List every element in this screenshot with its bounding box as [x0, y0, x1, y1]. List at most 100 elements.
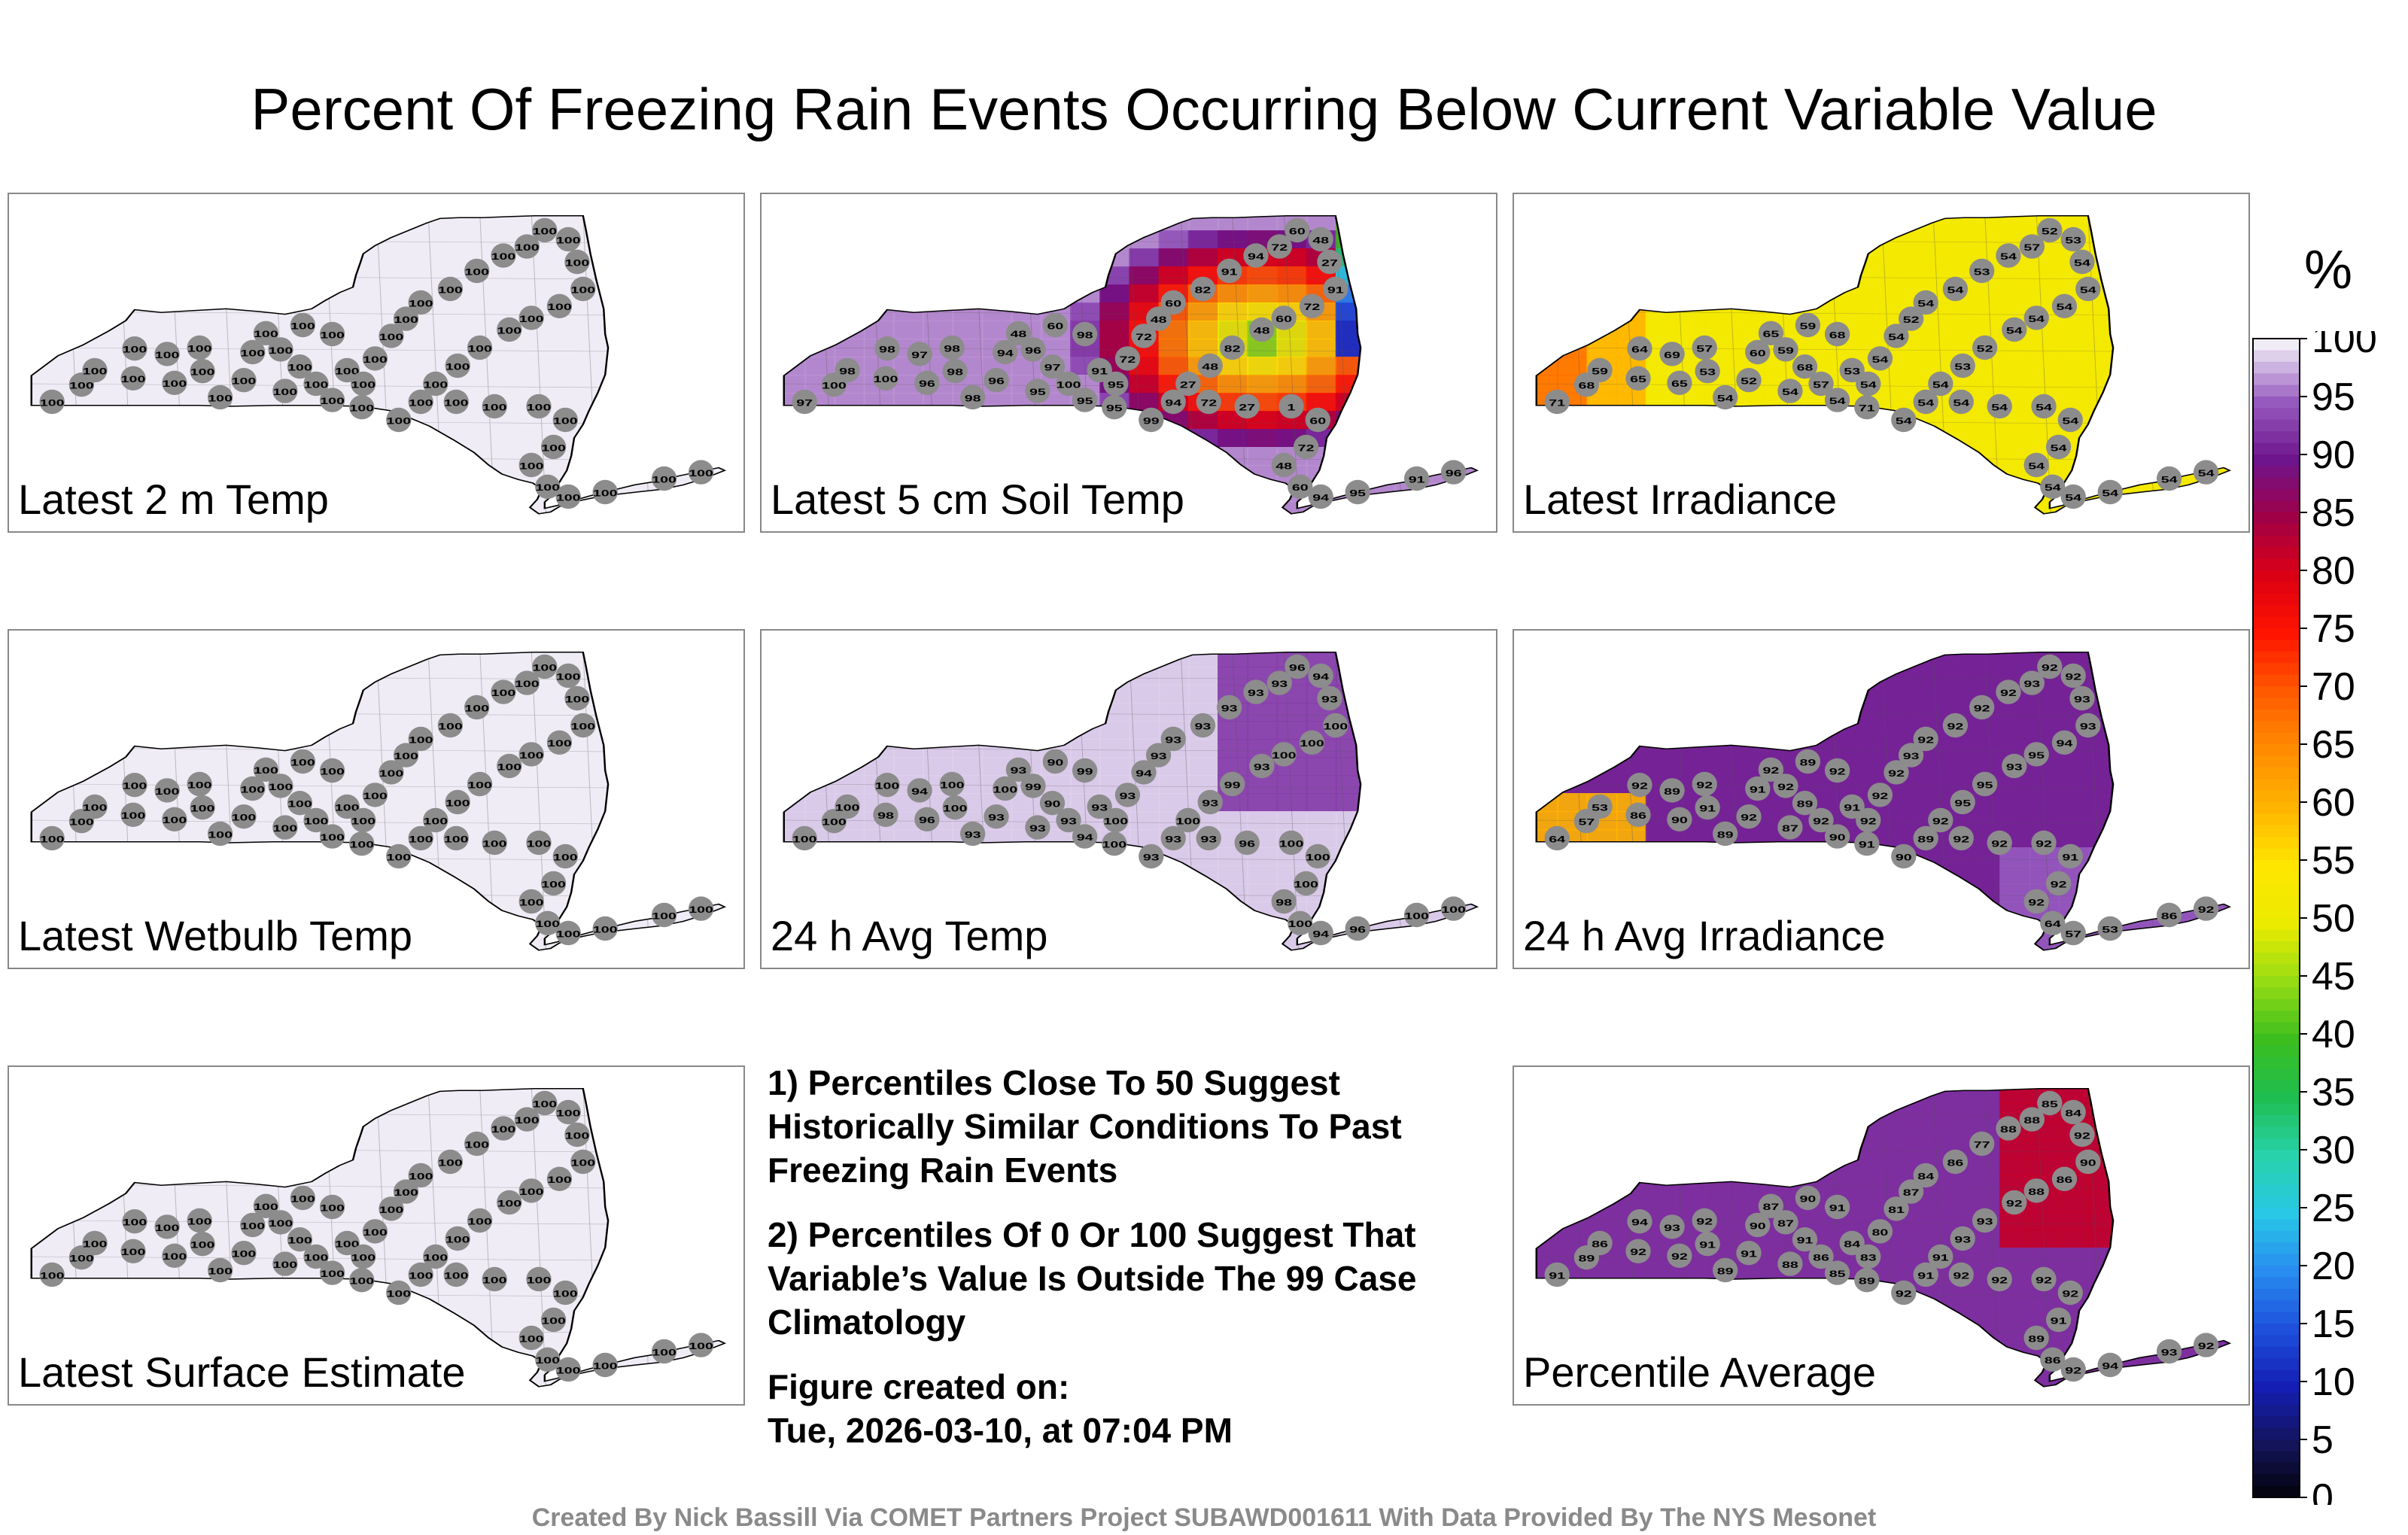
station-dot — [1175, 807, 1201, 833]
field-cell — [1335, 215, 1367, 232]
field-cell — [1557, 847, 1589, 867]
field-cell — [1187, 302, 1219, 322]
station-value: 98 — [839, 366, 856, 376]
field-cell — [1424, 685, 1455, 704]
station-value: 84 — [2065, 1108, 2081, 1118]
field-cell — [2118, 1103, 2149, 1123]
field-cell — [1536, 1175, 1559, 1195]
field-cell — [1536, 1088, 1559, 1105]
station-value: 100 — [553, 853, 578, 862]
station-value: 54 — [2198, 469, 2215, 479]
station-value: 93 — [1060, 816, 1077, 826]
field-cell — [1011, 266, 1042, 286]
field-cell — [1911, 483, 1942, 503]
field-cell — [863, 721, 895, 740]
field-cell — [834, 302, 865, 322]
station-value: 94 — [1631, 1217, 1648, 1227]
field-cell — [1335, 393, 1367, 412]
station-marker: 94 — [1160, 389, 1186, 415]
colorbar-segment — [2253, 651, 2300, 664]
field-cell — [1557, 447, 1589, 467]
field-cell — [1970, 429, 2002, 448]
station-value: 68 — [1578, 381, 1595, 391]
colorbar-segment — [2253, 361, 2300, 374]
field-cell — [952, 302, 984, 322]
station-dot — [231, 1241, 257, 1266]
field-cell — [1276, 375, 1308, 394]
station-value: 93 — [2074, 695, 2090, 704]
station-marker: 95 — [1102, 395, 1127, 420]
station-value: 100 — [1323, 722, 1348, 731]
field-cell — [1911, 1211, 1942, 1231]
station-marker: 53 — [1587, 794, 1613, 819]
station-dot — [1308, 226, 1333, 252]
station-dot — [555, 663, 581, 688]
field-cell — [2176, 248, 2208, 268]
field-cell — [1365, 215, 1397, 232]
station-value: 82 — [1224, 344, 1241, 354]
station-value: 54 — [2057, 302, 2073, 312]
station-marker: 100 — [272, 378, 298, 403]
station-dot — [1285, 654, 1310, 679]
station-marker: 92 — [1948, 1262, 1974, 1287]
station-dot — [187, 1208, 212, 1233]
station-marker: 57 — [2060, 920, 2086, 946]
station-marker: 100 — [445, 353, 470, 378]
colorbar-segment — [2253, 1080, 2300, 1093]
field-cell — [1645, 411, 1677, 430]
field-cell — [1276, 357, 1308, 376]
colorbar-segment — [2253, 1254, 2300, 1266]
field-cell — [1881, 266, 1913, 286]
field-cell — [2206, 775, 2230, 795]
field-cell — [1557, 739, 1589, 758]
station-marker: 90 — [1039, 791, 1066, 816]
station-value: 100 — [535, 919, 560, 929]
county-line — [1386, 652, 1403, 950]
station-marker: 100 — [518, 305, 544, 330]
station-dot — [445, 1226, 470, 1251]
station-dot — [319, 388, 345, 412]
station-value: 77 — [1974, 1140, 1990, 1150]
field-cell — [1557, 1088, 1589, 1105]
station-dot — [1712, 1257, 1738, 1283]
station-marker: 100 — [1175, 807, 1201, 833]
station-value: 100 — [438, 1158, 463, 1168]
station-dot — [482, 830, 507, 856]
colorbar-tick-label: 50 — [2312, 897, 2355, 941]
field-cell — [1616, 1103, 1647, 1123]
station-marker: 54 — [1913, 290, 1938, 315]
station-dot — [1114, 783, 1141, 807]
station-marker: 100 — [437, 276, 464, 302]
field-cell — [1675, 447, 1707, 467]
colorbar-segment — [2253, 628, 2300, 640]
station-value: 93 — [1165, 735, 1181, 745]
field-cell — [1365, 847, 1397, 867]
field-cell — [863, 215, 895, 232]
colorbar-segment — [2253, 1184, 2300, 1197]
field-cell — [1645, 1121, 1677, 1141]
field-cell — [1616, 1157, 1647, 1177]
field-cell — [1704, 411, 1736, 430]
field-cell — [1394, 667, 1426, 686]
station-marker: 92 — [1692, 771, 1717, 797]
station-dot — [518, 889, 544, 914]
station-dot — [1758, 757, 1784, 782]
field-cell — [1335, 938, 1367, 950]
county-line — [783, 892, 1477, 898]
field-cell — [1940, 739, 1972, 758]
station-dot — [1196, 825, 1221, 851]
station-marker: 92 — [1913, 726, 1938, 752]
station-value: 100 — [1294, 880, 1318, 889]
station-dot — [1266, 670, 1292, 695]
colorbar-segment — [2253, 1138, 2300, 1150]
station-dot — [2002, 317, 2027, 342]
station-marker: 84 — [1839, 1230, 1865, 1256]
field-cell — [1792, 266, 1824, 286]
field-cell — [2206, 829, 2230, 849]
county-line — [31, 1292, 725, 1298]
field-cell — [1218, 919, 1249, 939]
colorbar-segment — [2253, 941, 2300, 953]
colorbar-segment — [2253, 350, 2300, 363]
station-dot — [334, 357, 360, 383]
field-cell — [2147, 1157, 2178, 1177]
